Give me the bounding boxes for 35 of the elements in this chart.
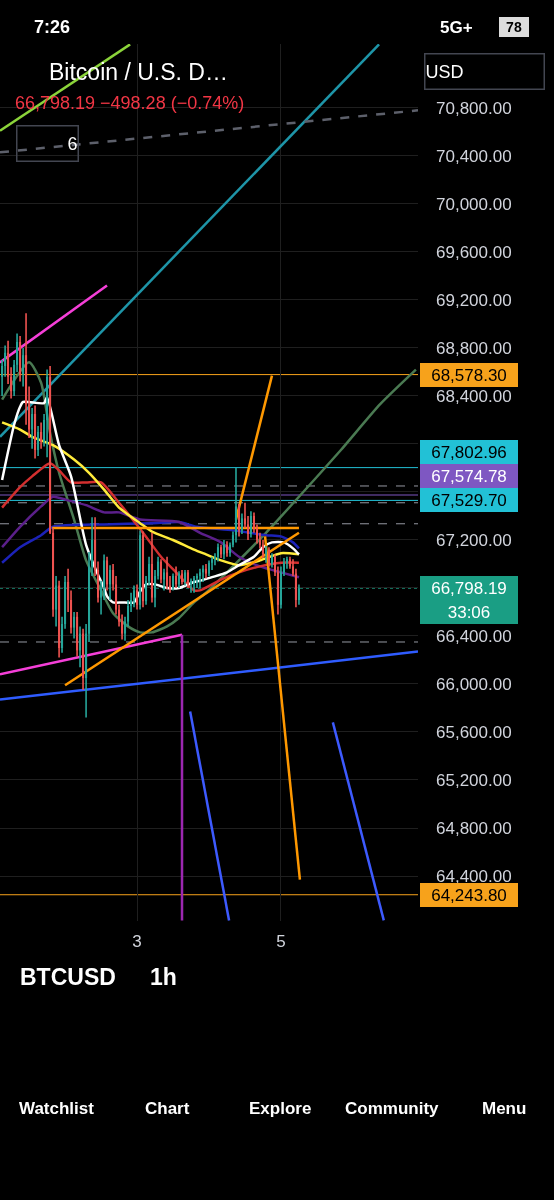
annotation: 6	[67, 133, 78, 154]
y-tick-label: 69,200.00	[436, 290, 512, 310]
ref-line-label: 64,243.80	[431, 885, 507, 905]
y-tick-label: 64,800.00	[436, 818, 512, 838]
y-tick-label: 70,800.00	[436, 98, 512, 118]
y-tick-label: 70,400.00	[436, 146, 512, 166]
y-tick-label: 70,000.00	[436, 194, 512, 214]
x-tick-label: 3	[132, 932, 142, 951]
ref-line-label: 67,802.96	[431, 442, 507, 462]
text: 33:06	[447, 602, 491, 622]
y-tick-label: 66,400.00	[436, 626, 512, 646]
text: 7:26	[34, 17, 71, 37]
text: 1h	[150, 964, 177, 990]
y-tick-label: 69,600.00	[436, 242, 512, 262]
y-tick-label: 68,800.00	[436, 338, 512, 358]
text: Community	[345, 1099, 440, 1118]
text: USD	[425, 61, 464, 82]
y-tick-label: 64,400.00	[436, 866, 512, 886]
ref-line-label: 66,798.19	[431, 578, 507, 598]
text: Explore	[249, 1099, 312, 1118]
text: Chart	[145, 1099, 190, 1118]
y-tick-label: 65,200.00	[436, 770, 512, 790]
ref-line-label: 68,578.30	[431, 365, 507, 385]
y-tick-label: 66,000.00	[436, 674, 512, 694]
y-tick-label: 68,400.00	[436, 386, 512, 406]
x-tick-label: 5	[276, 932, 286, 951]
text: Watchlist	[19, 1099, 95, 1118]
text: Menu	[482, 1099, 527, 1118]
ref-line-label: 67,574.78	[431, 466, 507, 486]
text: 5G+	[440, 18, 473, 37]
ref-line-label: 67,529.70	[431, 490, 507, 510]
y-tick-label: 65,600.00	[436, 722, 512, 742]
y-tick-label: 67,200.00	[436, 530, 512, 550]
text: 78	[506, 19, 522, 35]
text: BTCUSD	[20, 964, 116, 990]
